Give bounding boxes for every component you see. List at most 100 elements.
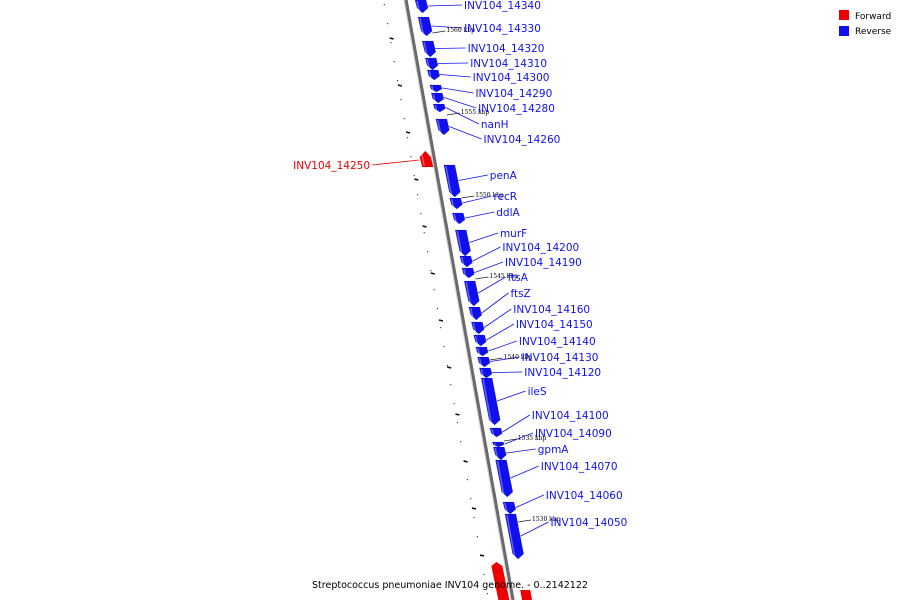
gene-label[interactable]: ileS <box>528 386 547 398</box>
gene-label[interactable]: INV104_14050 <box>551 517 628 529</box>
gene-label[interactable]: INV104_14150 <box>516 319 593 331</box>
gene-label[interactable]: INV104_14190 <box>505 257 582 269</box>
gene-feature[interactable] <box>419 150 434 168</box>
gene-feature[interactable] <box>430 92 445 104</box>
gene-label[interactable]: INV104_14140 <box>519 336 596 348</box>
gene-feature[interactable] <box>468 306 483 321</box>
gene-label[interactable]: nanH <box>481 119 509 131</box>
gene-feature[interactable] <box>489 427 503 438</box>
gene-shading <box>453 213 457 223</box>
gene-label[interactable]: INV104_14280 <box>478 103 555 115</box>
gene-label[interactable]: ddlA <box>496 207 520 219</box>
gene-feature[interactable] <box>463 280 480 307</box>
gene-feature[interactable] <box>414 0 429 14</box>
label-leader-lines <box>371 4 549 537</box>
minor-dot <box>416 194 419 196</box>
gene-shading <box>450 198 455 208</box>
gene-feature[interactable] <box>426 69 441 81</box>
gene-feature[interactable] <box>520 590 532 600</box>
gene-feature[interactable] <box>504 513 524 560</box>
major-dash <box>463 460 468 463</box>
gene-feature[interactable] <box>432 103 446 113</box>
gene-label[interactable]: INV104_14310 <box>470 58 547 70</box>
gene-shading <box>463 268 467 277</box>
gene-label[interactable]: INV104_14250 <box>293 160 370 172</box>
gene-feature[interactable] <box>492 446 507 461</box>
gene-label[interactable]: ftsA <box>508 272 529 284</box>
gene-label[interactable]: INV104_14060 <box>546 490 623 502</box>
gene-feature[interactable] <box>451 212 466 225</box>
gene-feature[interactable] <box>473 334 487 347</box>
minor-dot <box>453 403 455 405</box>
minor-dot <box>450 384 452 386</box>
gene-feature[interactable] <box>417 16 433 37</box>
gene-feature[interactable] <box>443 164 461 198</box>
gene-label[interactable]: penA <box>490 170 518 182</box>
gene-label[interactable]: INV104_14330 <box>464 23 541 35</box>
minor-dot <box>473 517 475 519</box>
gene-feature[interactable] <box>491 562 510 600</box>
gene-label[interactable]: INV104_14120 <box>524 367 601 379</box>
gene-label[interactable]: ftsZ <box>510 288 530 300</box>
gene-label[interactable]: INV104_14090 <box>535 428 612 440</box>
gene-shading <box>445 165 453 196</box>
label-leader <box>504 432 534 445</box>
gene-label[interactable]: gpmA <box>538 444 570 456</box>
gene-feature[interactable] <box>424 57 439 71</box>
minor-dot <box>390 42 392 44</box>
gene-feature[interactable] <box>502 501 517 515</box>
major-dash <box>479 554 485 557</box>
gene-label[interactable]: INV104_14340 <box>464 0 541 12</box>
gene-label[interactable]: INV104_14290 <box>475 88 552 100</box>
gene-feature[interactable] <box>479 367 493 379</box>
minor-dot <box>403 118 405 120</box>
gene-feature[interactable] <box>475 346 489 357</box>
gene-label[interactable]: murF <box>500 228 527 240</box>
label-leader <box>497 390 526 402</box>
gene-feature[interactable] <box>492 441 505 448</box>
gene-shading <box>482 378 492 424</box>
major-tick-dashes <box>389 37 485 557</box>
gene-feature[interactable] <box>459 255 473 268</box>
gene-feature[interactable] <box>480 377 501 426</box>
gene-feature[interactable] <box>421 40 437 58</box>
major-dash <box>389 37 394 40</box>
gene-label[interactable]: INV104_14320 <box>468 43 545 55</box>
gene-shading <box>472 322 477 333</box>
gene-feature[interactable] <box>454 229 471 257</box>
minor-dot <box>406 137 409 139</box>
label-leader <box>490 356 520 362</box>
minor-dot <box>430 270 432 272</box>
gene-feature[interactable] <box>495 459 514 498</box>
gene-label[interactable]: INV104_14130 <box>522 352 599 364</box>
genome-caption: Streptococcus pneumoniae INV104 genome. … <box>312 580 588 591</box>
gene-feature[interactable] <box>449 197 463 210</box>
tick-mark <box>489 357 503 361</box>
gene-label[interactable]: INV104_14100 <box>532 410 609 422</box>
gene-label[interactable]: recR <box>493 191 517 203</box>
gene-shading <box>421 153 425 167</box>
gene-feature[interactable] <box>477 356 491 368</box>
label-leader <box>371 159 420 166</box>
legend-swatch-reverse <box>839 26 849 36</box>
label-leader <box>478 276 506 294</box>
gene-feature[interactable] <box>471 321 485 335</box>
gene-feature[interactable] <box>429 84 443 93</box>
minor-dot <box>426 251 429 253</box>
gene-label[interactable]: INV104_14160 <box>513 304 590 316</box>
label-leader <box>438 62 469 64</box>
gene-shading <box>491 428 495 436</box>
gene-label[interactable]: INV104_14070 <box>541 461 618 473</box>
minor-dot <box>420 213 422 215</box>
gene-label[interactable]: INV104_14300 <box>473 72 550 84</box>
gene-shading <box>478 357 482 366</box>
gene-label[interactable]: INV104_14260 <box>484 134 561 146</box>
label-leader <box>506 448 536 454</box>
tick-mark <box>517 519 532 523</box>
minor-dot <box>440 327 442 329</box>
genome-backbone <box>403 0 515 600</box>
gene-label[interactable]: INV104_14200 <box>502 242 579 254</box>
gene-feature[interactable] <box>435 118 450 136</box>
gene-feature[interactable] <box>461 267 475 279</box>
